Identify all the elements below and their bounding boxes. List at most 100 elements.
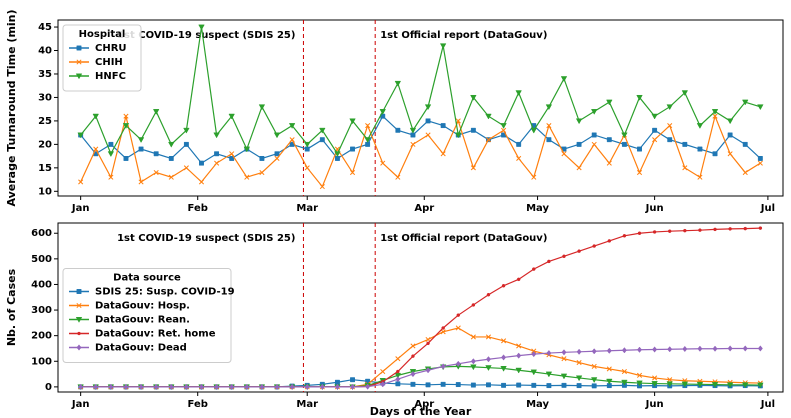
data-point [682,141,688,147]
data-point [485,334,492,340]
data-point [636,346,643,353]
data-point [726,118,734,125]
data-point [410,370,416,378]
data-point [214,151,220,157]
data-point [153,383,159,390]
data-point [229,151,235,157]
data-point [682,345,688,353]
y-tick-label: 15 [38,163,52,174]
data-point [757,382,764,389]
data-point [304,383,310,390]
data-point [666,381,673,388]
data-point [681,381,689,388]
data-point [590,109,598,115]
data-point [138,179,144,185]
data-point [516,141,522,147]
data-point [78,383,84,390]
data-point [395,356,401,362]
data-point [576,141,582,147]
data-point [258,104,266,111]
data-point [470,165,476,171]
y-axis-label: Average Turnaround Time (min) [5,9,18,206]
data-point [606,366,612,372]
data-point [652,230,657,234]
data-point [652,375,658,381]
legend-title: Data source [113,273,181,284]
plot-frame [57,222,784,393]
data-point [727,151,733,157]
data-point [214,383,220,390]
legend-marker [76,344,82,351]
data-point [183,165,189,171]
data-point [561,349,567,356]
data-point [92,113,99,120]
data-point [425,382,431,388]
y-tick-label: 45 [38,22,52,33]
data-point [621,368,627,375]
data-point [259,156,265,161]
series-line [80,115,761,164]
data-point [500,365,507,372]
data-point [198,383,205,390]
y-tick-label: 300 [31,305,52,316]
data-point [426,341,430,346]
y-tick-label: 600 [31,228,52,239]
data-point [424,104,432,111]
data-point [545,371,553,378]
data-point [486,293,491,297]
legend-box [62,268,232,363]
data-point [560,373,568,380]
data-point [501,127,507,133]
data-point [546,123,552,129]
y-tick-label: 30 [38,92,52,103]
data-point [108,174,114,180]
legend-box [62,24,142,92]
data-point [607,239,612,243]
legend-label: CHRU [95,43,127,54]
data-point [485,365,492,371]
y-tick-label: 200 [31,331,52,342]
data-point [440,363,446,370]
series-line [80,347,761,388]
data-point [470,334,476,340]
y-tick-label: 400 [31,279,52,290]
data-point [455,360,461,367]
data-point [440,151,446,157]
data-point [726,382,734,389]
x-tick-label: May [526,399,549,410]
legend-label: DataGouv: Dead [95,343,187,354]
data-point [395,174,401,180]
data-point [334,156,340,161]
data-point [470,382,476,388]
data-point [168,141,175,148]
data-point [455,132,462,139]
data-point [590,377,598,384]
x-tick-label: May [526,203,549,214]
data-point [713,227,717,232]
x-tick-label: Mar [296,203,318,214]
data-point [470,364,477,371]
data-point [425,336,431,343]
data-point [350,146,355,152]
data-point [606,383,612,389]
data-point [123,383,129,390]
data-point [575,375,583,382]
data-point [742,345,748,352]
legend-label: DataGouv: Ret. home [95,329,216,340]
data-point [516,277,521,282]
data-point [456,313,461,317]
event-label: 1st COVID-19 suspect (SDIS 25) [117,233,295,244]
data-point [289,137,295,143]
data-point [485,113,492,120]
event-label: 1st Official report (DataGouv) [380,30,547,41]
data-point [561,382,567,388]
x-axis-label: Days of the Year [370,405,472,418]
data-point [319,127,326,134]
data-point [683,229,687,233]
y-tick-label: 10 [38,186,52,197]
data-point [470,94,477,101]
data-point [531,174,537,180]
data-point [621,141,627,147]
y-tick-label: 500 [31,254,52,265]
data-point [515,367,522,374]
